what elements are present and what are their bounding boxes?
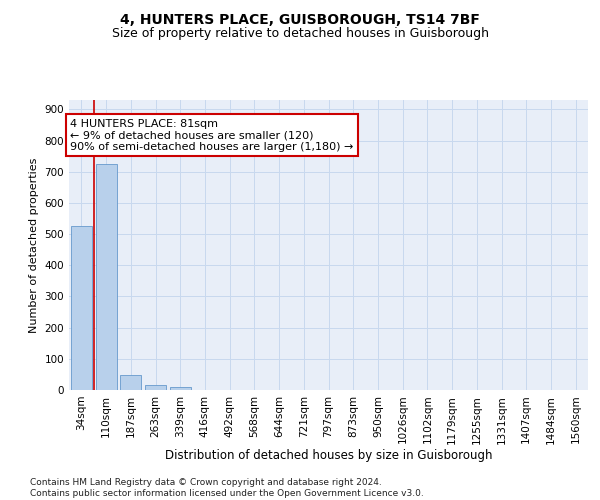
X-axis label: Distribution of detached houses by size in Guisborough: Distribution of detached houses by size …: [165, 449, 492, 462]
Text: Size of property relative to detached houses in Guisborough: Size of property relative to detached ho…: [112, 28, 488, 40]
Bar: [95, 164, 116, 390]
Y-axis label: Number of detached properties: Number of detached properties: [29, 158, 39, 332]
Text: 4, HUNTERS PLACE, GUISBOROUGH, TS14 7BF: 4, HUNTERS PLACE, GUISBOROUGH, TS14 7BF: [120, 12, 480, 26]
Bar: [120, 376, 141, 390]
Bar: [145, 386, 166, 390]
Bar: [170, 387, 191, 390]
Text: Contains HM Land Registry data © Crown copyright and database right 2024.
Contai: Contains HM Land Registry data © Crown c…: [30, 478, 424, 498]
Bar: [71, 226, 92, 390]
Text: 4 HUNTERS PLACE: 81sqm
← 9% of detached houses are smaller (120)
90% of semi-det: 4 HUNTERS PLACE: 81sqm ← 9% of detached …: [70, 118, 353, 152]
